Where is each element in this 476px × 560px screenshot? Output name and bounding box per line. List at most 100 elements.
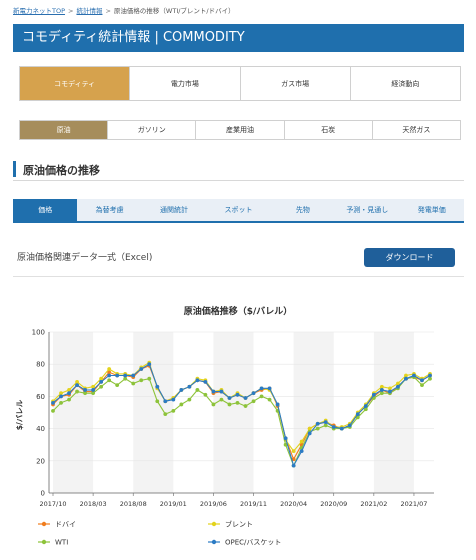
chart-y-tick-label: 60 bbox=[36, 393, 45, 401]
chart-band bbox=[373, 332, 414, 493]
chart-bands bbox=[53, 332, 414, 493]
chart-point bbox=[227, 396, 232, 400]
chart-y-tick-label: 100 bbox=[32, 329, 45, 337]
chart-point bbox=[283, 436, 288, 441]
tab-economic-trends[interactable]: 経済動向 bbox=[350, 67, 460, 100]
chart-point bbox=[67, 391, 71, 396]
chart-point bbox=[363, 407, 368, 412]
excel-data-label: 原油価格関連データ一式（Excel) bbox=[17, 253, 153, 263]
chart-point bbox=[59, 391, 63, 396]
tab-customs-stats[interactable]: 通関統計 bbox=[160, 206, 189, 214]
chart-x-tick-label: 2017/10 bbox=[39, 500, 66, 508]
chart-point bbox=[139, 367, 144, 371]
chart-point bbox=[259, 394, 264, 399]
chart-point bbox=[155, 399, 160, 404]
chart-point bbox=[227, 402, 232, 407]
chart-point bbox=[51, 408, 55, 413]
chart-point bbox=[123, 376, 128, 381]
breadcrumb-link-top[interactable]: 新電力ネットTOP bbox=[13, 7, 66, 15]
crude-oil-price-chart: 原油価格推移（$/バレル） $/バレル 0 20 40 60 80 100 2017/10 2… bbox=[0, 290, 476, 560]
chart-point bbox=[179, 402, 184, 407]
sub-tab-industrial-oil[interactable]: 産業用油 bbox=[196, 121, 285, 139]
chart-point bbox=[347, 423, 352, 428]
chart-legend-marker bbox=[41, 521, 47, 527]
chart-point bbox=[323, 423, 328, 428]
chart-point bbox=[99, 380, 104, 384]
chart-point bbox=[315, 421, 320, 426]
chart-point bbox=[139, 378, 144, 383]
chart-point bbox=[107, 378, 112, 383]
chart-point bbox=[99, 384, 104, 389]
chart-point bbox=[91, 384, 96, 389]
chart-point bbox=[195, 378, 200, 383]
chart-point bbox=[203, 392, 208, 397]
chart-band bbox=[293, 332, 334, 493]
chart-x-tick-label: 2021/02 bbox=[360, 500, 387, 508]
chart-point bbox=[396, 381, 400, 386]
chart-legend-marker bbox=[211, 539, 217, 545]
chart-series bbox=[51, 360, 432, 468]
divider bbox=[13, 276, 464, 277]
tab-price[interactable]: 価格 bbox=[13, 199, 78, 221]
chart-point bbox=[67, 388, 71, 392]
chart-y-tick-label: 20 bbox=[36, 457, 45, 465]
chart-point bbox=[115, 383, 120, 388]
chart-legend: ドバイ ブレント WTI OPEC/バスケット bbox=[38, 520, 281, 547]
price-nav-tabs: 価格 為替考慮 通関統計 スポット 先物 予測・見通し 発電単価 bbox=[13, 199, 464, 223]
chart-point bbox=[243, 404, 248, 408]
chart-point bbox=[235, 392, 240, 397]
breadcrumb-link-stats[interactable]: 統計情報 bbox=[76, 7, 103, 15]
tab-forecast[interactable]: 予測・見通し bbox=[346, 206, 389, 214]
chart-point bbox=[379, 388, 384, 392]
chart-band bbox=[133, 332, 174, 493]
chart-point bbox=[331, 425, 336, 429]
chart-point bbox=[428, 376, 432, 381]
chart-point bbox=[420, 378, 424, 383]
section-heading: 原油価格の推移 bbox=[13, 159, 464, 181]
chart-svg: 原油価格推移（$/バレル） $/バレル 0 20 40 60 80 100 2017/10 2… bbox=[15, 305, 434, 547]
chart-point bbox=[379, 391, 384, 396]
chart-point bbox=[219, 389, 224, 394]
tab-gas-market[interactable]: ガス市場 bbox=[240, 67, 351, 100]
category-tabs: コモディティ 電力市場 ガス市場 経済動向 bbox=[19, 66, 461, 101]
chart-point bbox=[251, 399, 256, 404]
chart-point bbox=[91, 388, 96, 392]
chart-point bbox=[291, 463, 296, 468]
chart-point bbox=[75, 383, 79, 388]
tab-power-market[interactable]: 電力市場 bbox=[130, 67, 241, 100]
chart-point bbox=[147, 376, 152, 381]
chart-point bbox=[387, 389, 392, 394]
chart-point bbox=[299, 449, 304, 454]
section-accent-bar bbox=[13, 161, 16, 177]
chart-point bbox=[307, 431, 312, 436]
chart-point bbox=[147, 362, 152, 367]
chart-point bbox=[404, 376, 408, 381]
chart-point bbox=[291, 449, 296, 454]
tab-spot[interactable]: スポット bbox=[224, 206, 253, 214]
sub-tab-natural-gas[interactable]: 天然ガス bbox=[372, 121, 461, 139]
download-button[interactable]: ダウンロード bbox=[364, 248, 455, 267]
tab-futures[interactable]: 先物 bbox=[295, 206, 310, 214]
chart-title: 原油価格推移（$/バレル） bbox=[184, 305, 293, 317]
chart-point bbox=[404, 373, 408, 378]
chart-point bbox=[107, 367, 112, 371]
tab-generation-cost[interactable]: 発電単価 bbox=[417, 206, 446, 214]
chart-x-tick-label: 2019/01 bbox=[160, 500, 187, 508]
breadcrumb: 新電力ネットTOP > 統計情報 > 原油価格の推移（WTI/ブレント/ドバイ） bbox=[13, 5, 235, 15]
sub-tab-crude-oil[interactable]: 原油 bbox=[20, 121, 109, 139]
chart-y-tick-label: 0 bbox=[41, 490, 45, 498]
chart-x-tick-label: 2020/04 bbox=[280, 500, 307, 508]
chart-legend-marker bbox=[41, 539, 47, 545]
sub-tab-coal[interactable]: 石炭 bbox=[284, 121, 373, 139]
section-title: 原油価格の推移 bbox=[23, 164, 100, 177]
chart-x-tick-label: 2020/09 bbox=[320, 500, 347, 508]
chart-point bbox=[115, 373, 120, 378]
chart-point bbox=[59, 400, 63, 405]
tab-commodity[interactable]: コモディティ bbox=[20, 67, 131, 100]
breadcrumb-separator: > bbox=[105, 7, 111, 15]
sub-tab-gasoline[interactable]: ガソリン bbox=[108, 121, 197, 139]
chart-point bbox=[235, 400, 240, 405]
chart-point bbox=[187, 384, 192, 389]
tab-exchange-rate[interactable]: 為替考慮 bbox=[95, 206, 124, 214]
chart-point bbox=[315, 426, 320, 431]
